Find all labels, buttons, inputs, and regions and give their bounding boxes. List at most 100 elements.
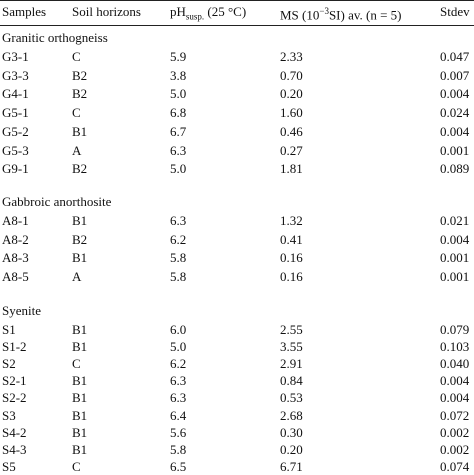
cell: B2 [72,86,88,102]
cell: 0.001 [440,142,470,158]
cell: 3.8 [170,67,187,83]
cell: C [72,49,81,64]
cell: 6.4 [170,407,187,423]
cell: 5.8 [170,250,187,266]
cell: 0.16 [280,269,303,285]
cell: 0.41 [280,231,303,247]
cell: 6.3 [170,390,187,406]
cell: 0.84 [280,373,303,389]
cell: 6.0 [170,322,187,337]
header-cell: MS (10−3SI) av. (n = 5) [280,4,402,22]
cell: 6.3 [170,213,187,228]
cell: 0.46 [280,123,303,139]
cell: 6.8 [170,105,187,121]
header-sup: −3 [319,6,329,16]
cell: A8-1 [2,213,29,228]
cell: 5.0 [170,86,187,102]
cell: 0.074 [440,458,470,474]
cell: 0.079 [440,322,470,337]
cell: 6.2 [170,231,187,247]
cell: 0.024 [440,105,470,121]
cell: B2 [72,161,88,177]
cell: 0.021 [440,213,470,228]
cell: 6.3 [170,373,187,389]
cell: 2.55 [280,322,303,337]
cell: B1 [72,250,88,266]
cell: 5.0 [170,339,187,355]
header-cell: Soil horizons [72,4,141,19]
cell: 0.30 [280,424,303,440]
cell: 0.002 [440,441,470,457]
cell: A [72,269,82,285]
cell: G5-2 [2,123,29,139]
cell: S4-2 [2,424,27,440]
cell: G9-1 [2,161,29,177]
cell: C [72,356,81,372]
header-text: SI) av. (n = 5) [328,7,402,23]
cell: C [72,458,81,474]
cell: S2-2 [2,390,27,406]
cell: 0.20 [280,86,303,102]
cell: 0.27 [280,142,303,158]
header-cell: Samples [2,4,47,19]
cell: 6.5 [170,458,187,474]
cell: 2.91 [280,356,303,372]
cell: A8-5 [2,269,29,285]
cell: 0.004 [440,390,470,406]
cell: B1 [72,123,88,139]
cell: G3-3 [2,67,29,83]
cell: 5.0 [170,161,187,177]
cell: 5.6 [170,424,187,440]
cell: 2.68 [280,407,303,423]
cell: 0.047 [440,49,470,64]
cell: B1 [72,322,88,337]
cell: 0.072 [440,407,470,423]
cell: 0.70 [280,67,303,83]
cell: 0.040 [440,356,470,372]
header-text: MS (10 [280,7,320,23]
cell: B1 [72,424,88,440]
cell: B1 [72,213,88,228]
cell: S5 [2,458,16,474]
cell: 0.53 [280,390,303,406]
header-rule [0,25,474,26]
section-title: Gabbroic anorthosite [2,194,112,209]
cell: B2 [72,231,88,247]
cell: S3 [2,407,16,423]
cell: 0.007 [440,67,470,83]
cell: 5.8 [170,441,187,457]
cell: 6.7 [170,123,187,139]
cell: G3-1 [2,49,29,64]
cell: C [72,105,81,121]
cell: B1 [72,339,88,355]
cell: 0.16 [280,250,303,266]
cell: B1 [72,390,88,406]
cell: 6.3 [170,142,187,158]
cell: 0.103 [440,339,470,355]
cell: S2 [2,356,16,372]
section-title: Syenite [2,303,41,318]
cell: A8-3 [2,250,29,266]
cell: G5-3 [2,142,29,158]
cell: B1 [72,407,88,423]
top-rule [0,0,474,1]
cell: 0.004 [440,123,470,139]
cell: S1-2 [2,339,27,355]
cell: B2 [72,67,88,83]
section-title: Granitic orthogneiss [2,30,108,45]
cell: 1.60 [280,105,303,121]
cell: B1 [72,441,88,457]
cell: 0.20 [280,441,303,457]
cell: 1.32 [280,213,303,228]
cell: B1 [72,373,88,389]
cell: 0.004 [440,231,470,247]
cell: 0.089 [440,161,470,177]
cell: S4-3 [2,441,27,457]
cell: 5.8 [170,269,187,285]
cell: 0.001 [440,269,470,285]
header-cell: pHsusp. (25 °C) [170,4,246,25]
header-text: (25 °C) [207,4,247,19]
cell: 2.33 [280,49,303,64]
cell: 3.55 [280,339,303,355]
